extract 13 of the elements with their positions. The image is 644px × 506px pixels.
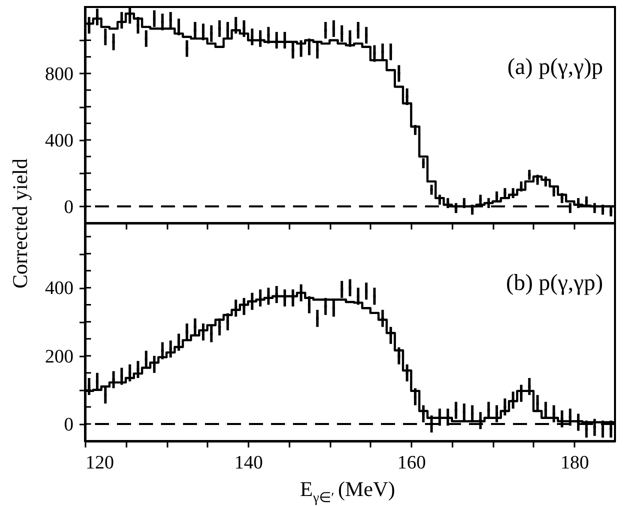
y-tick-label: 400 xyxy=(45,278,74,300)
y-tick-label: 0 xyxy=(64,196,74,218)
x-tick-label: 160 xyxy=(397,452,426,474)
x-tick-label: 140 xyxy=(234,452,263,474)
y-tick-label: 200 xyxy=(45,346,74,368)
y-tick-label: 0 xyxy=(64,414,74,436)
annotation: (b) p(γ,γp) xyxy=(506,270,603,295)
x-tick-label: 180 xyxy=(560,452,589,474)
y-tick-label: 800 xyxy=(45,64,74,85)
y-tick-label: 400 xyxy=(45,130,74,152)
y-axis-title: Corrected yield xyxy=(8,158,32,289)
x-tick-label: 120 xyxy=(86,452,114,474)
annotation: (a) p(γ,γ)p xyxy=(507,54,603,79)
